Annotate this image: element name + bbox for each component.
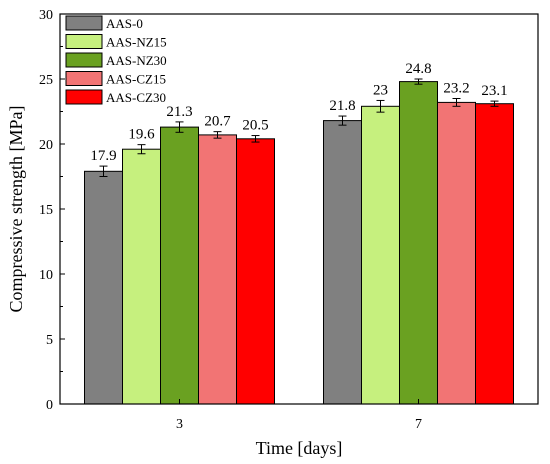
legend-label-aas-0: AAS-0 [106,16,143,31]
data-label: 23.2 [443,81,469,97]
bar-aas-nz30-day-3 [160,126,199,405]
legend-swatch-aas-nz30 [65,52,103,68]
data-label: 19.6 [128,127,155,143]
y-tick-label: 15 [39,203,53,218]
bar-aas-0-day-7 [323,120,362,405]
bar-aas-nz30-day-7 [399,81,438,405]
bar-aas-cz15-day-3 [198,134,237,405]
legend-swatch-aas-cz30 [65,89,103,105]
legend-swatch-aas-0 [65,15,103,31]
data-label: 21.3 [166,104,192,120]
legend-swatch-aas-nz15 [65,34,103,49]
legend-swatch-aas-cz15 [65,71,103,86]
bar-aas-cz30-day-3 [236,138,275,405]
legend-label-aas-nz15: AAS-NZ15 [106,35,167,50]
bar-aas-cz15-day-7 [437,101,476,405]
y-tick-label: 20 [39,138,53,153]
legend-label-aas-cz30: AAS-CZ30 [106,90,166,105]
y-tick-label: 30 [39,8,53,23]
legend-label-aas-cz15: AAS-CZ15 [106,72,166,87]
legend: AAS-0 AAS-NZ15 AAS-NZ30 AAS-CZ15 AAS-CZ30 [65,15,167,105]
data-label: 20.5 [242,118,268,134]
y-tick-label: 10 [39,268,53,283]
y-tick-label: 25 [39,73,53,88]
error-bars-layer [99,78,499,177]
y-axis-title: Compressive strength [MPa] [6,106,26,313]
y-tick-label: 5 [46,333,53,348]
data-labels-layer: 17.9 19.6 21.3 20.7 20.5 21.8 23 24.8 23.2 23.1 [90,61,507,164]
bar-aas-nz15-day-7 [361,105,400,405]
x-axis-title: Time [days] [256,438,343,458]
legend-label-aas-nz30: AAS-NZ30 [106,53,167,68]
data-label: 20.7 [204,114,231,130]
bar-aas-cz30-day-7 [475,103,514,405]
data-label: 23 [373,82,388,98]
y-ticks-layer: 0 5 10 15 20 25 30 [39,8,65,413]
bar-aas-0-day-3 [84,170,123,405]
x-tick-label: 7 [415,417,422,432]
x-tick-label: 3 [176,417,183,432]
y-tick-label: 0 [46,398,53,413]
data-label: 21.8 [329,98,355,114]
data-label: 23.1 [481,83,507,99]
bars-layer [84,81,514,405]
bar-aas-nz15-day-3 [122,148,161,405]
data-label: 17.9 [90,148,116,164]
data-label: 24.8 [405,61,431,77]
